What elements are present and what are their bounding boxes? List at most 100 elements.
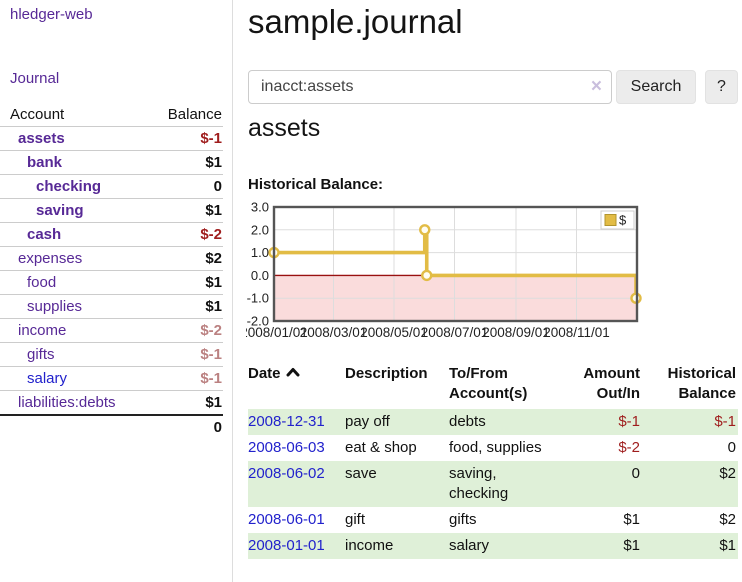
- data-point-marker: [421, 269, 433, 282]
- account-balance: $1: [150, 270, 223, 295]
- account-link[interactable]: liabilities:debts: [18, 394, 116, 411]
- historical-balance-chart: 3.0 2.0 1.0 0.0 -1.0 -2.0 2008/01/01 2008/03/01…: [240, 199, 742, 354]
- clear-search-icon[interactable]: ×: [590, 76, 602, 97]
- transaction-accounts: salary: [449, 537, 490, 554]
- register-col-date[interactable]: Date: [248, 362, 345, 409]
- account-balance: $1: [150, 150, 223, 175]
- y-tick-label: -1.0: [247, 291, 269, 306]
- account-link[interactable]: salary: [27, 370, 68, 387]
- y-tick-label: 1.0: [251, 245, 269, 260]
- transaction-balance: $-1: [714, 413, 736, 430]
- chart-canvas: 3.0 2.0 1.0 0.0 -1.0 -2.02008/01/012008/03/01…: [240, 200, 642, 340]
- transaction-balance: 0: [727, 439, 736, 456]
- account-heading: assets: [248, 114, 321, 142]
- register-col-date-label: Date: [248, 365, 281, 382]
- accounts-table: Account Balance assets $-1 bank $1 check…: [0, 103, 223, 439]
- x-tick-label: 2008/07/01: [421, 325, 489, 340]
- account-balance: $2: [150, 246, 223, 271]
- transaction-description: pay off: [345, 413, 390, 430]
- account-link[interactable]: supplies: [27, 298, 83, 315]
- page-title: sample.journal: [248, 3, 463, 40]
- data-point-marker: [419, 224, 431, 236]
- account-balance: $1: [150, 294, 223, 319]
- transaction-accounts: debts: [449, 413, 486, 430]
- search-button[interactable]: Search: [616, 70, 696, 104]
- account-row: income $-2: [0, 318, 223, 343]
- transaction-date-link[interactable]: 2008-06-01: [248, 511, 325, 528]
- account-balance: 0: [150, 174, 223, 199]
- account-balance: $1: [150, 198, 223, 223]
- transaction-description: save: [345, 465, 377, 482]
- transaction-date-link[interactable]: 2008-06-03: [248, 439, 325, 456]
- x-tick-label: 2008/03/01: [300, 325, 368, 340]
- transaction-balance: $2: [719, 511, 736, 528]
- account-link[interactable]: checking: [36, 178, 102, 195]
- account-row: gifts $-1: [0, 342, 223, 367]
- transaction-amount: $1: [623, 537, 640, 554]
- y-tick-label: 3.0: [251, 200, 269, 215]
- account-link[interactable]: income: [18, 322, 67, 339]
- account-row: food $1: [0, 270, 223, 295]
- transaction-date-link[interactable]: 2008-12-31: [248, 413, 325, 430]
- help-button[interactable]: ?: [705, 70, 738, 104]
- accounts-total-value: 0: [150, 414, 223, 439]
- transaction-description: gift: [345, 511, 366, 528]
- account-balance: $-2: [150, 318, 223, 343]
- search-box: ×: [248, 70, 612, 104]
- y-tick-label: -2.0: [247, 314, 269, 329]
- account-link[interactable]: food: [27, 274, 57, 291]
- transaction-accounts: gifts: [449, 511, 477, 528]
- account-row: bank $1: [0, 150, 223, 175]
- app-title-link[interactable]: hledger-web: [10, 6, 93, 23]
- account-balance: $-2: [150, 222, 223, 247]
- account-link[interactable]: cash: [27, 226, 62, 243]
- account-link[interactable]: saving: [36, 202, 84, 219]
- register-col-amount: Amount Out/In: [583, 365, 640, 402]
- transaction-date-link[interactable]: 2008-01-01: [248, 537, 325, 554]
- account-row: checking 0: [0, 174, 223, 199]
- account-link[interactable]: gifts: [27, 346, 55, 363]
- balance-col-header: Balance: [167, 106, 222, 123]
- transaction-amount: $1: [623, 511, 640, 528]
- transaction-description: income: [345, 537, 394, 554]
- transaction-balance: $1: [719, 537, 736, 554]
- transaction-date-link[interactable]: 2008-06-02: [248, 465, 325, 482]
- account-balance: $-1: [150, 342, 223, 367]
- account-row: salary $-1: [0, 366, 223, 391]
- account-row: cash $-2: [0, 222, 223, 247]
- transaction-amount: $-1: [618, 413, 640, 430]
- transaction-accounts: food, supplies: [449, 439, 542, 456]
- y-tick-label: 2.0: [251, 222, 269, 237]
- chart-heading: Historical Balance:: [248, 176, 384, 193]
- account-row: saving $1: [0, 198, 223, 223]
- transaction-amount: $-2: [618, 439, 640, 456]
- transaction-description: eat & shop: [345, 439, 417, 456]
- register-col-description: Description: [345, 365, 428, 382]
- account-link[interactable]: bank: [27, 154, 63, 171]
- sidebar-item-journal[interactable]: Journal: [10, 70, 60, 87]
- account-link[interactable]: expenses: [18, 250, 83, 267]
- account-row: assets $-1: [0, 126, 223, 151]
- legend-label: $: [619, 213, 627, 228]
- x-tick-label: 2008/05/01: [360, 325, 428, 340]
- x-tick-label: 2008/01/01: [246, 325, 308, 340]
- register-col-accounts: To/From Account(s): [449, 365, 528, 402]
- transaction-row: 2008-06-02 save saving, checking 0 $2: [248, 461, 738, 507]
- account-row: liabilities:debts $1: [0, 390, 223, 415]
- account-link[interactable]: assets: [18, 130, 65, 147]
- y-tick-label: 0.0: [251, 268, 269, 283]
- search-form: × Search ?: [248, 70, 742, 104]
- account-row: expenses $2: [0, 246, 223, 271]
- x-tick-label: 2008/09/01: [482, 325, 550, 340]
- main-content: sample.journal × Search ? assets Histori…: [240, 0, 742, 582]
- transaction-amount: 0: [631, 465, 640, 482]
- account-balance: $-1: [150, 126, 223, 151]
- search-input[interactable]: [250, 72, 584, 102]
- transaction-accounts: saving, checking: [449, 465, 509, 502]
- accounts-col-header: Account: [10, 106, 65, 123]
- transaction-balance: $2: [719, 465, 736, 482]
- register-col-balance: Historical Balance: [667, 365, 736, 402]
- accounts-total-row: 0: [0, 414, 223, 439]
- sort-ascending-icon: [286, 368, 300, 377]
